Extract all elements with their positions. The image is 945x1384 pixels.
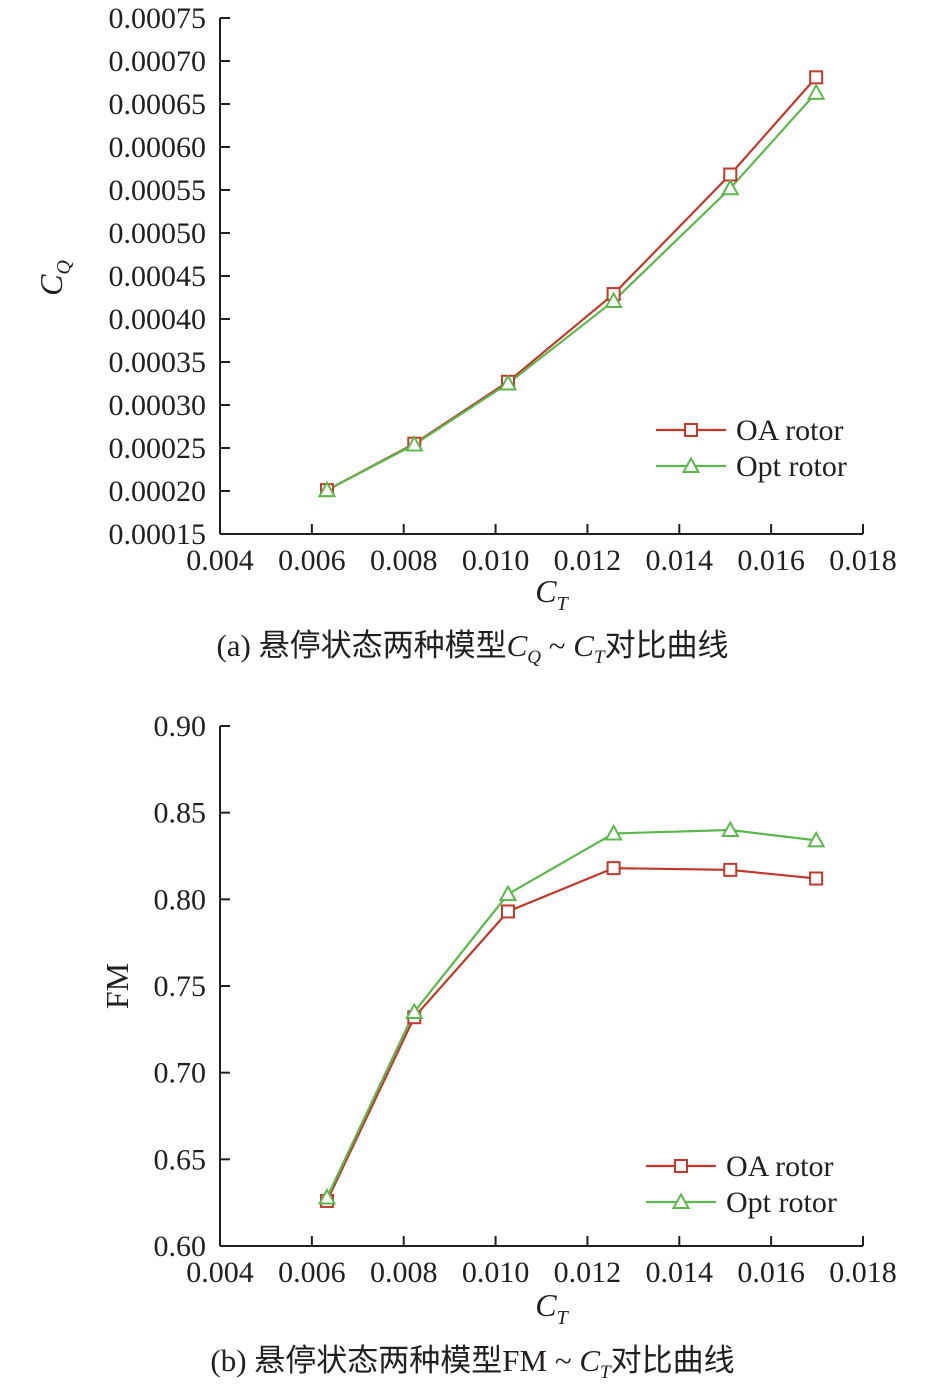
data-point-opt bbox=[721, 178, 740, 196]
x-axis-title-sub: T bbox=[557, 593, 570, 615]
series-line-oa bbox=[326, 867, 817, 1202]
y-tick-label: 0.00035 bbox=[109, 346, 207, 379]
x-tick-label: 0.014 bbox=[646, 1256, 714, 1289]
data-point-opt bbox=[405, 1002, 424, 1019]
y-tick-label: 0.85 bbox=[154, 797, 207, 830]
x-tick-label: 0.004 bbox=[186, 544, 254, 577]
y-axis-title-main: C bbox=[33, 274, 69, 296]
legend-marker-oa bbox=[674, 1159, 688, 1173]
y-tick-label: 0.80 bbox=[154, 883, 207, 916]
caption-a-c2: C bbox=[573, 628, 594, 663]
caption-b-sep: ~ bbox=[547, 1343, 580, 1378]
caption-a-c2-sub: T bbox=[593, 647, 605, 669]
y-tick-label: 0.00065 bbox=[109, 88, 207, 121]
x-tick-label: 0.014 bbox=[646, 544, 714, 577]
y-tick-label: 0.70 bbox=[154, 1057, 207, 1090]
caption-b-suffix: 对比曲线 bbox=[610, 1343, 735, 1378]
chart-a: 0.00015 0.00020 0.00025 0.00030 0.00035 0.000… bbox=[33, 2, 897, 615]
data-point-opt bbox=[721, 820, 740, 837]
y-tick-label: 0.00060 bbox=[109, 131, 207, 164]
y-tick-label: 0.00030 bbox=[109, 389, 207, 422]
caption-b-c2: C bbox=[579, 1343, 601, 1378]
data-point-opt bbox=[806, 83, 826, 100]
y-tick-label: 0.00015 bbox=[109, 518, 207, 551]
x-tick-label: 0.004 bbox=[186, 1256, 254, 1289]
data-point-opt bbox=[498, 373, 518, 391]
series-line-opt bbox=[326, 92, 817, 492]
x-tick-label: 0.016 bbox=[737, 1256, 805, 1289]
x-axis-title-main: C bbox=[535, 1287, 557, 1323]
data-point-oa bbox=[723, 862, 738, 877]
legend-label: Opt rotor bbox=[736, 450, 847, 483]
legend-marker-opt bbox=[671, 1192, 691, 1209]
data-point-opt bbox=[806, 830, 826, 848]
x-axis-title-sub: T bbox=[557, 1307, 570, 1329]
x-axis-title: CT bbox=[535, 573, 569, 615]
y-tick-label: 0.00070 bbox=[109, 45, 207, 78]
y-tick-label: 0.60 bbox=[154, 1230, 207, 1263]
data-point-oa bbox=[723, 167, 738, 182]
chart-b: 0.60 0.65 0.70 0.75 0.80 0.85 0.90 0.004 0.006 0.… bbox=[99, 710, 897, 1329]
x-axis-title-main: C bbox=[535, 573, 557, 609]
data-point-opt bbox=[498, 884, 518, 902]
y-tick-label: 0.65 bbox=[154, 1143, 207, 1176]
y-tick-label: 0.00075 bbox=[109, 2, 207, 35]
y-tick-label: 0.00055 bbox=[109, 174, 207, 207]
data-point-oa bbox=[606, 861, 621, 876]
x-tick-label: 0.010 bbox=[462, 1256, 530, 1289]
data-point-oa bbox=[809, 871, 824, 886]
y-tick-label: 0.00040 bbox=[109, 303, 207, 336]
y-tick-label: 0.90 bbox=[154, 710, 207, 743]
caption-a-suffix: 对比曲线 bbox=[604, 628, 729, 663]
caption-a: (a) 悬停状态两种模型CQ ~ CT对比曲线 bbox=[0, 620, 945, 669]
legend-label: OA rotor bbox=[736, 414, 844, 447]
y-axis-title: CQ bbox=[33, 260, 75, 296]
x-tick-label: 0.012 bbox=[554, 544, 622, 577]
caption-b-prefix: (b) 悬停状态两种模型FM bbox=[210, 1343, 548, 1378]
x-tick-label: 0.012 bbox=[554, 1256, 622, 1289]
caption-b: (b) 悬停状态两种模型FM ~ CT对比曲线 bbox=[0, 1335, 945, 1384]
legend-label: Opt rotor bbox=[726, 1186, 837, 1219]
legend-marker-oa bbox=[684, 423, 698, 437]
y-axis-title-sub: Q bbox=[53, 260, 75, 275]
caption-b-c2-sub: T bbox=[600, 1362, 611, 1384]
x-tick-label: 0.016 bbox=[737, 544, 805, 577]
x-tick-label: 0.008 bbox=[370, 1256, 438, 1289]
x-tick-label: 0.006 bbox=[278, 1256, 346, 1289]
data-point-opt bbox=[604, 291, 623, 308]
series-line-opt bbox=[326, 828, 817, 1198]
x-tick-label: 0.018 bbox=[829, 544, 897, 577]
x-tick-label: 0.010 bbox=[462, 544, 530, 577]
y-tick-label: 0.75 bbox=[154, 970, 207, 1003]
data-point-opt bbox=[405, 435, 424, 452]
y-tick-label: 0.00050 bbox=[109, 217, 207, 250]
legend-marker-opt bbox=[681, 456, 701, 473]
caption-a-prefix: (a) 悬停状态两种模型 bbox=[216, 628, 507, 663]
data-point-opt bbox=[604, 823, 623, 841]
y-tick-label: 0.00020 bbox=[109, 475, 207, 508]
y-axis-title: FM bbox=[99, 963, 135, 1009]
y-tick-label: 0.00045 bbox=[109, 260, 207, 293]
x-tick-label: 0.008 bbox=[370, 544, 438, 577]
legend-label: OA rotor bbox=[726, 1150, 834, 1183]
caption-a-sep: ~ bbox=[541, 628, 574, 663]
x-tick-label: 0.018 bbox=[829, 1256, 897, 1289]
x-axis-title: CT bbox=[535, 1287, 569, 1329]
data-point-opt bbox=[317, 480, 337, 498]
data-point-oa bbox=[500, 904, 515, 919]
y-axis-title-main: FM bbox=[99, 963, 135, 1009]
y-tick-label: 0.00025 bbox=[109, 432, 207, 465]
data-point-oa bbox=[809, 70, 824, 85]
caption-a-c1: C bbox=[506, 628, 528, 663]
x-tick-label: 0.006 bbox=[278, 544, 346, 577]
caption-a-c1-sub: Q bbox=[527, 647, 542, 669]
data-point-opt bbox=[317, 1187, 337, 1205]
